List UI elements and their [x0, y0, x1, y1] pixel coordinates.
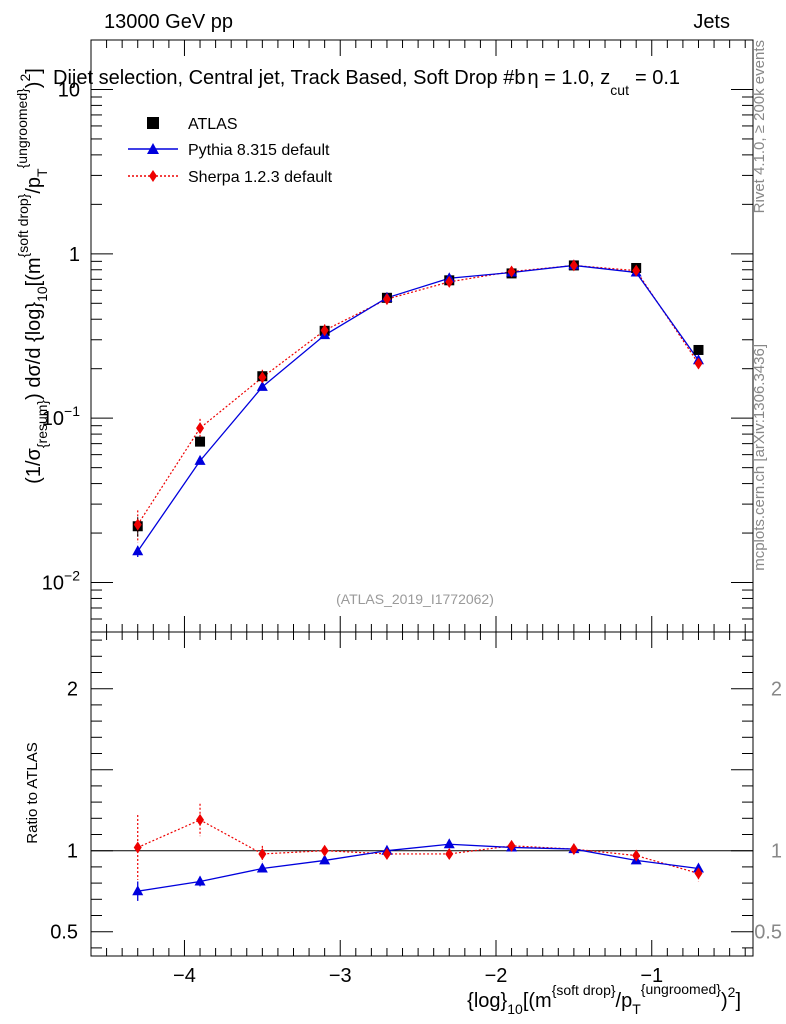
sherpa-data-point: [507, 265, 516, 278]
x-tick-label: −4: [173, 965, 196, 987]
pythia-ratio-point: [194, 875, 206, 886]
pythia-data-point: [132, 545, 144, 556]
main-y-tick-label: 10−2: [42, 568, 80, 595]
sherpa-ratio-point: [445, 847, 454, 860]
sherpa-data-point: [569, 259, 578, 272]
sherpa-data-point: [694, 357, 703, 370]
mcplots-label: mcplots.cern.ch [arXiv:1306.3436]: [751, 344, 768, 571]
pythia-ratio-point: [132, 885, 144, 896]
sherpa-data-point: [632, 264, 641, 277]
legend-sherpa-marker: [149, 170, 157, 182]
pythia-ratio-line: [137, 843, 699, 892]
legend-pythia-label: Pythia 8.315 default: [188, 142, 330, 159]
ratio-y-tick-label-right: 1: [771, 841, 782, 863]
pythia-data-point: [194, 454, 206, 465]
sherpa-data-point: [445, 275, 454, 288]
sherpa-ratio-point: [196, 813, 205, 826]
legend-sherpa-label: Sherpa 1.2.3 default: [188, 169, 333, 186]
legend-atlas-label: ATLAS: [188, 116, 238, 133]
sherpa-ratio-point: [569, 843, 578, 856]
atlas-data-point: [195, 436, 206, 447]
x-tick-label: −3: [329, 965, 352, 987]
ratio-y-tick-label-right: 2: [771, 679, 782, 701]
sherpa-data-point: [258, 371, 267, 384]
sherpa-data-point: [320, 324, 329, 337]
main-data-layer: [132, 259, 704, 557]
ratio-y-tick-label: 0.5: [50, 922, 78, 944]
sherpa-data-point: [382, 293, 391, 306]
pythia-ratio-point: [256, 862, 268, 873]
sherpa-ratio-point: [507, 839, 516, 852]
analysis-watermark: (ATLAS_2019_I1772062): [336, 591, 494, 607]
legend-pythia-marker: [147, 143, 159, 154]
category-label: Jets: [693, 11, 730, 33]
ratio-y-tick-label-right: 0.5: [754, 922, 782, 944]
ratio-y-tick-label: 2: [67, 679, 78, 701]
main-y-tick-label: 1: [69, 244, 80, 266]
ratio-y-axis-label: Ratio to ATLAS: [24, 742, 41, 843]
legend-atlas-marker: [147, 117, 159, 129]
x-tick-label: −1: [640, 965, 663, 987]
main-y-axis-label: (1/σ{resum}) dσ/d {log}10[(m{soft drop}/…: [14, 68, 50, 484]
x-axis-label: {log}10[(m{soft drop}/pT{ungroomed})2]: [467, 981, 741, 1017]
sherpa-data-point: [133, 518, 142, 531]
selection-title: Dijet selection, Central jet, Track Base…: [53, 67, 680, 98]
energy-label: 13000 GeV pp: [104, 11, 233, 33]
pythia-ratio-point: [443, 838, 455, 849]
sherpa-ratio-point: [632, 849, 641, 862]
sherpa-ratio-point: [694, 867, 703, 880]
sherpa-ratio-point: [133, 841, 142, 854]
sherpa-ratio-point: [258, 847, 267, 860]
atlas-data-point: [693, 344, 704, 355]
pythia-ratio-point: [319, 854, 331, 865]
ratio-panel-frame: [90, 631, 754, 957]
ratio-y-tick-label: 1: [67, 841, 78, 863]
sherpa-main-line: [137, 264, 699, 525]
main-axis-ticks: 10 1 10−1 10−2: [42, 39, 753, 633]
pythia-data-point: [256, 380, 268, 391]
sherpa-ratio-line: [137, 819, 699, 874]
ratio-axis-ticks: −4 −3 −2 −1 0.5 0.5 1 1 2 2: [50, 632, 782, 987]
legend: ATLAS Pythia 8.315 default Sherpa 1.2.3 …: [128, 116, 333, 186]
main-y-tick-label: 10−1: [42, 403, 80, 430]
sherpa-ratio-point: [320, 844, 329, 857]
sherpa-data-point: [196, 422, 205, 435]
pythia-main-line: [137, 264, 700, 552]
main-y-tick-label: 10: [58, 79, 80, 101]
x-tick-label: −2: [485, 965, 508, 987]
ratio-data-layer: [132, 803, 704, 901]
rivet-label: Rivet 4.1.0, ≥ 200k events: [751, 40, 768, 213]
sherpa-ratio-point: [382, 847, 391, 860]
